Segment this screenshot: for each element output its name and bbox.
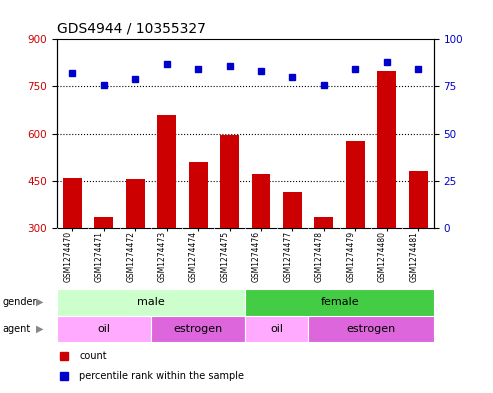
Bar	[245, 316, 308, 342]
Bar	[63, 178, 82, 228]
Text: oil: oil	[270, 324, 283, 334]
Bar	[189, 162, 208, 228]
Text: agent: agent	[2, 324, 31, 334]
Text: GSM1274472: GSM1274472	[126, 231, 135, 282]
Text: count: count	[79, 351, 107, 360]
Bar	[409, 171, 427, 228]
Text: ▶: ▶	[35, 324, 43, 334]
Bar	[346, 141, 365, 228]
Bar	[157, 115, 176, 228]
Bar	[57, 289, 245, 316]
Bar	[94, 217, 113, 228]
Text: percentile rank within the sample: percentile rank within the sample	[79, 371, 245, 381]
Text: female: female	[320, 297, 359, 307]
Text: GDS4944 / 10355327: GDS4944 / 10355327	[57, 21, 206, 35]
Bar	[126, 179, 145, 228]
Bar	[283, 192, 302, 228]
Text: GSM1274473: GSM1274473	[158, 231, 167, 282]
Bar	[251, 174, 270, 228]
Text: GSM1274480: GSM1274480	[378, 231, 387, 282]
Text: GSM1274474: GSM1274474	[189, 231, 198, 282]
Text: ▶: ▶	[35, 297, 43, 307]
Text: GSM1274475: GSM1274475	[220, 231, 230, 282]
Bar	[57, 316, 151, 342]
Text: GSM1274478: GSM1274478	[315, 231, 324, 282]
Text: estrogen: estrogen	[174, 324, 223, 334]
Text: gender: gender	[2, 297, 37, 307]
Bar	[151, 316, 245, 342]
Text: estrogen: estrogen	[347, 324, 395, 334]
Bar	[308, 316, 434, 342]
Bar	[220, 135, 239, 228]
Text: male: male	[137, 297, 165, 307]
Text: GSM1274477: GSM1274477	[283, 231, 292, 282]
Text: GSM1274481: GSM1274481	[409, 231, 418, 282]
Text: GSM1274471: GSM1274471	[95, 231, 104, 282]
Text: GSM1274479: GSM1274479	[346, 231, 355, 282]
Text: GSM1274470: GSM1274470	[64, 231, 72, 282]
Bar	[245, 289, 434, 316]
Bar	[315, 217, 333, 228]
Bar	[377, 71, 396, 228]
Text: oil: oil	[97, 324, 110, 334]
Text: GSM1274476: GSM1274476	[252, 231, 261, 282]
